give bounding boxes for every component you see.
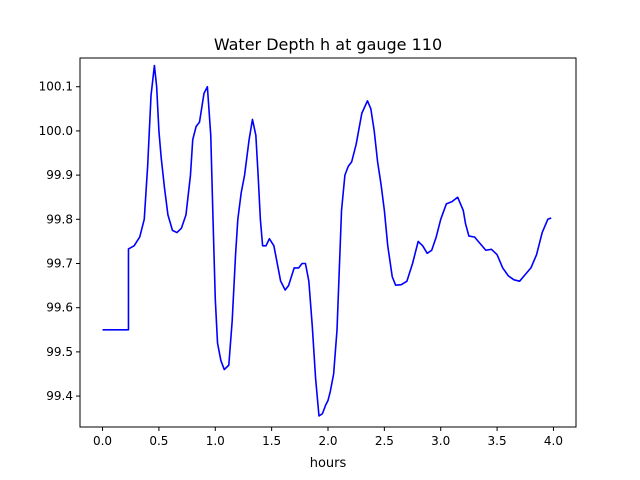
x-tick-label: 4.0 xyxy=(544,434,563,448)
x-tick-label: 2.5 xyxy=(375,434,394,448)
x-tick-label: 0.5 xyxy=(149,434,168,448)
x-tick-label: 1.0 xyxy=(206,434,225,448)
x-tick-label: 2.0 xyxy=(318,434,337,448)
y-tick-label: 99.8 xyxy=(46,212,73,226)
y-tick-label: 99.4 xyxy=(46,389,73,403)
x-tick-label: 0.0 xyxy=(93,434,112,448)
x-axis: 0.0 0.5 1.0 1.5 2.0 2.5 3.0 3.5 4.0 xyxy=(93,427,563,448)
x-tick-label: 3.0 xyxy=(431,434,450,448)
y-tick-label: 99.5 xyxy=(46,345,73,359)
y-tick-label: 100.1 xyxy=(39,80,73,94)
y-tick-label: 99.9 xyxy=(46,168,73,182)
y-axis: 99.4 99.5 99.6 99.7 99.8 99.9 100.0 100.1 xyxy=(39,80,80,403)
y-tick-label: 99.6 xyxy=(46,301,73,315)
x-tick-label: 3.5 xyxy=(488,434,507,448)
y-tick-label: 99.7 xyxy=(46,256,73,270)
y-tick-label: 100.0 xyxy=(39,124,73,138)
x-tick-label: 1.5 xyxy=(262,434,281,448)
chart-title: Water Depth h at gauge 110 xyxy=(214,35,442,54)
x-axis-label: hours xyxy=(310,456,347,471)
series-line-0 xyxy=(102,64,552,417)
